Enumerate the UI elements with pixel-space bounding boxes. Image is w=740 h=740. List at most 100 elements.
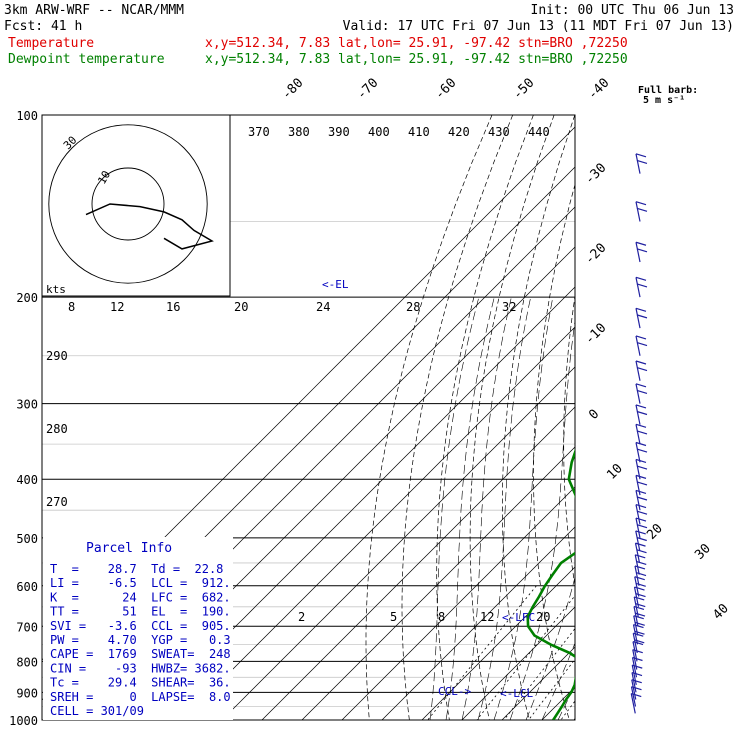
parcel-info-row: CIN = -93 HWBZ= 3682. [50,661,231,675]
hodograph-ring [91,167,165,241]
wind-barb-flag [632,649,643,654]
wind-barb-flag [635,241,647,246]
init-time: Init: 00 UTC Thu 06 Jun 13 [531,3,735,18]
wind-barb-flag [636,510,648,515]
wind-barb-flag [636,465,648,470]
wind-barb-staff [635,504,641,525]
wind-barb-flag [636,283,648,288]
mixing-ratio-label: 5 [390,610,397,624]
wind-barb-staff [635,424,641,445]
moist-adiabat-line [525,576,575,720]
wind-barb-flag [632,656,643,662]
mixing-ratio-line [560,700,575,720]
wind-barb [631,671,643,693]
isotherm-label: 20 [644,521,666,543]
theta-e-label: 370 [248,125,270,139]
wind-barb-staff [631,672,637,693]
isotherm-line [622,115,740,720]
pressure-tick-label: 900 [16,686,38,700]
wind-barb-flag [636,524,648,529]
isotherm-label: -70 [354,76,381,103]
moist-adiabat-line [541,642,575,720]
wind-barb-flag [633,624,644,629]
hodograph-kts-label: kts [46,283,66,296]
parcel-info-box: Parcel Info T = 28.7 Td = 22.8LI = -6.5 … [43,537,233,720]
wind-barb-staff [635,404,641,425]
wind-barb [630,692,642,714]
wind-barb-staff [635,490,641,511]
wind-barb-flag [635,441,647,447]
wind-barb [631,664,643,686]
wind-barb-flag [636,389,648,395]
theta-e-label: 440 [528,125,550,139]
wind-barb [634,554,647,575]
wind-barb-flag [636,536,647,542]
wind-barb-flag [635,504,647,509]
wind-barb-staff [635,201,641,222]
wind-barb-flag [635,404,647,409]
wind-barb-flag [635,360,647,365]
theta-e-label: 420 [448,125,470,139]
theta-label: 270 [46,495,68,509]
lfc-marker: <-LFC [502,611,535,624]
wind-barb-staff [634,576,640,597]
dry-adiabat-line [365,115,493,720]
pressure-tick-label: 500 [16,532,38,546]
dry-adiabat-line [436,115,534,720]
pressure-tick-label: 600 [16,580,38,594]
wind-barb-flag [636,248,648,253]
pressure-tick-label: 700 [16,620,38,634]
mixing-ratio-label: 2 [298,610,305,624]
temperature-axis-label: 28 [406,300,420,314]
wind-barb-staff [635,517,641,538]
isotherm-line [301,446,575,720]
wind-barb-flag [636,207,648,212]
lcl-marker: <-LCL [500,687,533,700]
isotherm-label: 40 [710,601,732,623]
wind-barb-flag [635,602,646,608]
isotherm-label: 10 [604,461,626,483]
wind-barb-staff [630,693,636,714]
wind-barb [635,383,648,404]
wind-barb-flag [633,615,644,620]
isotherm-line [341,486,575,720]
mixing-ratio-line [427,585,537,720]
wind-barb-flag [635,530,646,535]
temperature-axis-label: 8 [68,300,75,314]
wind-barb [635,276,648,298]
pressure-tick-label: 100 [16,109,38,123]
wind-barb-staff [635,242,641,263]
wind-barb-flag [634,639,645,644]
wind-barb-flag [636,410,648,416]
parcel-info-row: PW = 4.70 YGP = 0.3 [50,633,231,647]
parcel-info-row: SVI = -3.6 CCL = 905. [50,619,231,633]
barb-legend-units: 5 m s⁻¹ [643,95,685,106]
moist-adiabat-line [493,297,554,720]
theta-e-label: 410 [408,125,430,139]
valid-time: Valid: 17 UTC Fri 07 Jun 13 (11 MDT Fri … [343,19,734,34]
wind-barb-staff [635,442,641,463]
hodograph-trace-group [85,203,214,250]
wind-barb [635,441,648,463]
dry-adiabat-line [649,115,730,720]
ccl-marker: CCL-> [438,685,471,698]
barb-legend-title: Full barb: [638,85,698,96]
wind-barb [631,679,642,700]
parcel-info-row: TT = 51 EL = 190. [50,605,231,619]
wind-barb-flag [635,276,647,281]
wind-barb-staff [635,360,641,381]
wind-barb-staff [631,679,637,700]
isotherm-label: -50 [510,76,537,103]
isotherm-label: 0 [586,407,602,423]
wind-barb-staff [635,153,641,174]
wind-barb [635,335,648,356]
pressure-tick-label: 400 [16,473,38,487]
dry-adiabat-line [563,293,575,588]
wind-barb-flag [636,314,648,319]
model-title: 3km ARW-WRF -- NCAR/MMM [4,3,184,18]
wind-barb-staff [633,586,640,607]
theta-e-label: 380 [288,125,310,139]
wind-barb [635,423,648,445]
isotherm-label: -10 [582,321,609,348]
